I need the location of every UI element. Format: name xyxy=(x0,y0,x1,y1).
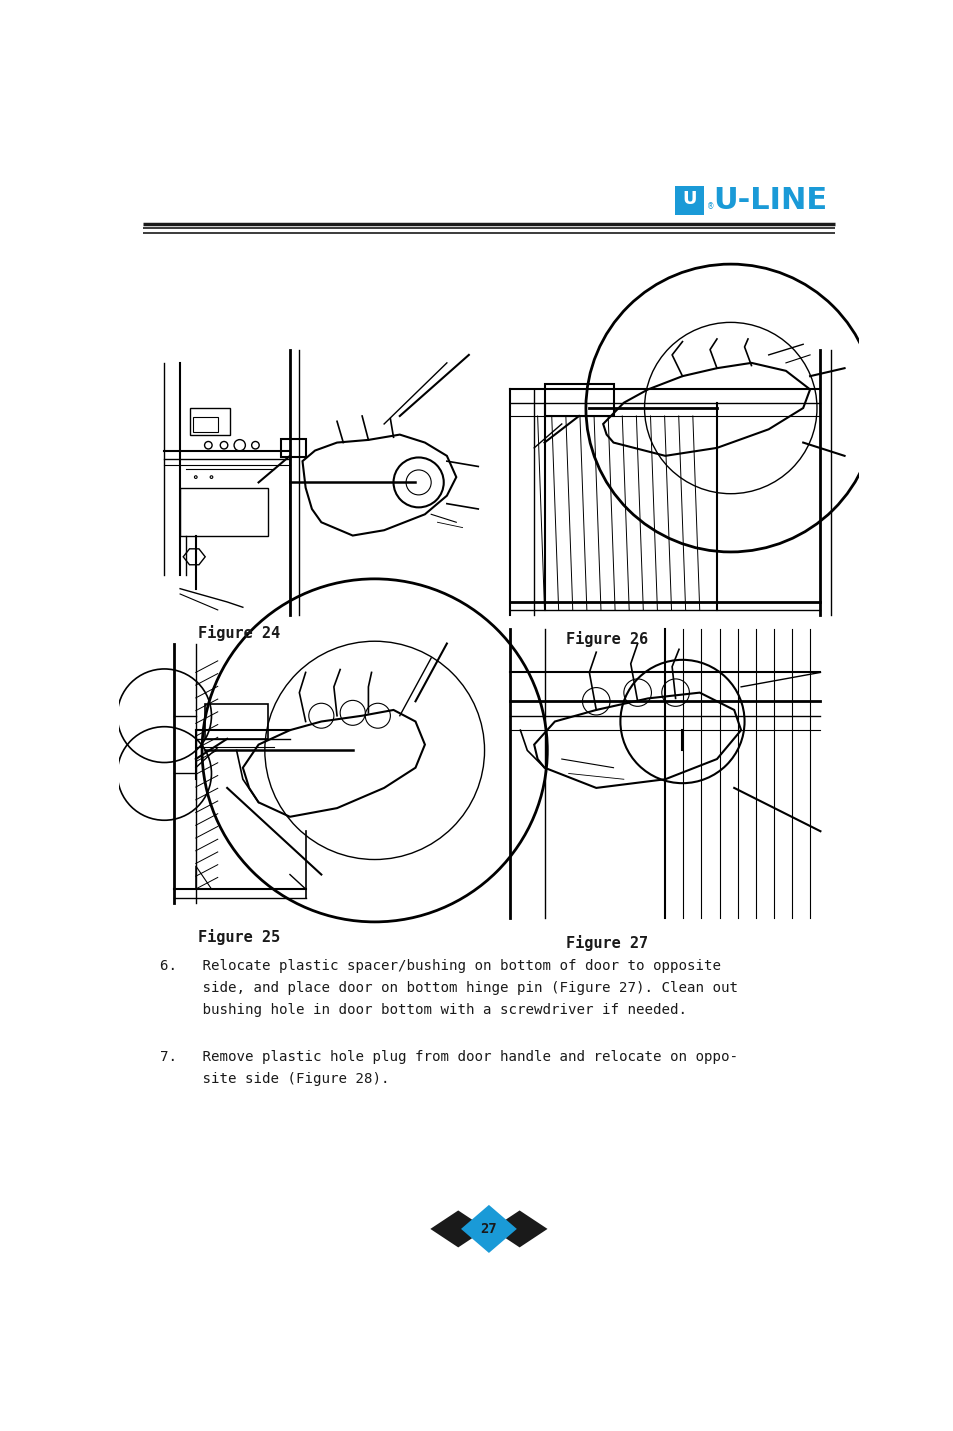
Polygon shape xyxy=(430,1211,486,1248)
Text: Figure 24: Figure 24 xyxy=(198,625,280,641)
FancyBboxPatch shape xyxy=(493,349,837,615)
Text: 6.   Relocate plastic spacer/bushing on bottom of door to opposite: 6. Relocate plastic spacer/bushing on bo… xyxy=(159,959,720,973)
FancyBboxPatch shape xyxy=(493,630,837,917)
FancyBboxPatch shape xyxy=(149,349,462,615)
Text: 7.   Remove plastic hole plug from door handle and relocate on oppo-: 7. Remove plastic hole plug from door ha… xyxy=(159,1050,737,1063)
Text: U: U xyxy=(681,190,697,209)
Text: site side (Figure 28).: site side (Figure 28). xyxy=(159,1072,389,1086)
Text: U-LINE: U-LINE xyxy=(713,186,827,215)
Text: ®: ® xyxy=(706,202,714,210)
Polygon shape xyxy=(491,1211,547,1248)
Text: side, and place door on bottom hinge pin (Figure 27). Clean out: side, and place door on bottom hinge pin… xyxy=(159,982,737,996)
Polygon shape xyxy=(460,1205,517,1254)
Text: 27: 27 xyxy=(480,1222,497,1236)
Text: Figure 25: Figure 25 xyxy=(198,929,280,944)
FancyBboxPatch shape xyxy=(149,630,462,917)
Text: Figure 26: Figure 26 xyxy=(566,631,648,647)
Text: Figure 27: Figure 27 xyxy=(566,934,648,950)
FancyBboxPatch shape xyxy=(674,186,703,215)
Text: bushing hole in door bottom with a screwdriver if needed.: bushing hole in door bottom with a screw… xyxy=(159,1003,686,1017)
